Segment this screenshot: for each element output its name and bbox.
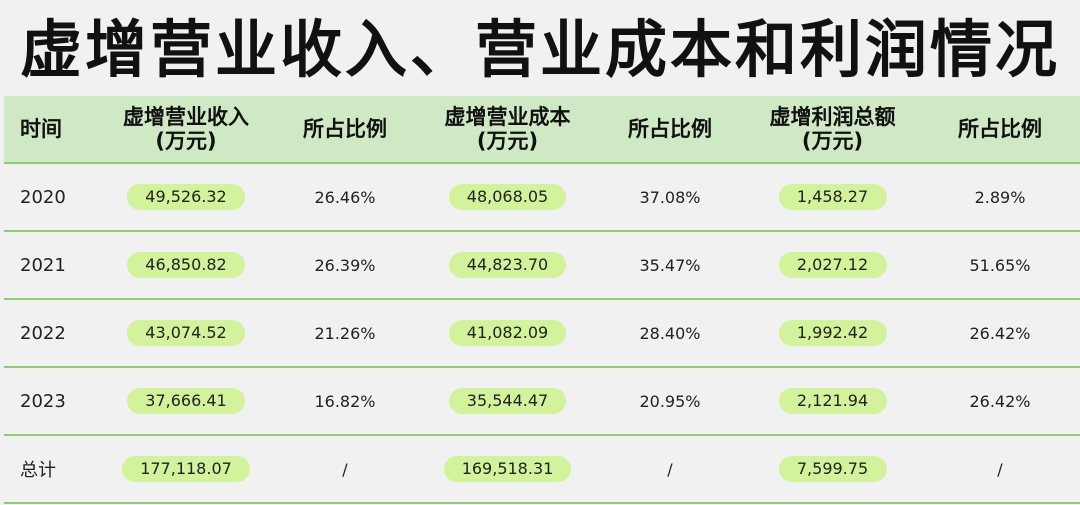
cost-value: 169,518.31 (443, 456, 572, 482)
table-row: 2022 43,074.52 21.26% 41,082.09 28.40% 1… (4, 298, 1080, 366)
cost-value: 41,082.09 (448, 320, 567, 346)
profit-value: 1,458.27 (778, 184, 887, 210)
revenue-ratio-value: 21.26% (314, 323, 376, 343)
row-year: 2023 (20, 390, 66, 412)
profit-ratio-value: 51.65% (969, 255, 1031, 275)
revenue-ratio-value: 26.39% (314, 255, 376, 275)
header-time: 时间 (20, 117, 62, 141)
cost-ratio-value: 37.08% (639, 187, 701, 207)
data-table: 时间 虚增营业收入 (万元) 所占比例 虚增营业成本 (万元) 所占比例 虚增利… (4, 96, 1080, 504)
revenue-ratio-value: 16.82% (314, 391, 376, 411)
cost-value: 35,544.47 (448, 388, 567, 414)
revenue-value: 37,666.41 (127, 388, 245, 414)
header-cost-ratio: 所占比例 (628, 117, 712, 141)
profit-ratio-value: 2.89% (974, 187, 1026, 207)
profit-value: 2,121.94 (778, 388, 887, 414)
header-revenue-ratio: 所占比例 (303, 117, 387, 141)
profit-ratio-value: / (997, 459, 1003, 479)
revenue-value: 46,850.82 (127, 252, 245, 278)
header-revenue: 虚增营业收入 (万元) (123, 105, 249, 153)
cost-ratio-value: / (667, 459, 673, 479)
revenue-value: 49,526.32 (127, 184, 245, 210)
revenue-ratio-value: / (342, 459, 348, 479)
profit-ratio-value: 26.42% (969, 323, 1031, 343)
header-cost: 虚增营业成本 (万元) (444, 105, 571, 153)
cost-ratio-value: 35.47% (639, 255, 701, 275)
table-header: 时间 虚增营业收入 (万元) 所占比例 虚增营业成本 (万元) 所占比例 虚增利… (4, 96, 1080, 162)
cost-ratio-value: 28.40% (639, 323, 701, 343)
profit-value: 2,027.12 (778, 252, 887, 278)
profit-value: 1,992.42 (778, 320, 887, 346)
header-profit: 虚增利润总额 (万元) (769, 105, 896, 153)
row-year: 2020 (20, 186, 66, 208)
profit-value: 7,599.75 (778, 456, 887, 482)
cost-ratio-value: 20.95% (639, 391, 701, 411)
table-row: 2023 37,666.41 16.82% 35,544.47 20.95% 2… (4, 366, 1080, 434)
cost-value: 48,068.05 (448, 184, 567, 210)
page-title: 虚增营业收入、营业成本和利润情况 (19, 13, 1060, 86)
table-row: 2021 46,850.82 26.39% 44,823.70 35.47% 2… (4, 230, 1080, 298)
table-row: 2020 49,526.32 26.46% 48,068.05 37.08% 1… (4, 162, 1080, 230)
table-row-total: 总计 177,118.07 / 169,518.31 / 7,599.75 / (4, 434, 1080, 504)
row-year: 2022 (20, 322, 66, 344)
revenue-ratio-value: 26.46% (314, 187, 376, 207)
revenue-value: 177,118.07 (122, 456, 250, 482)
header-profit-ratio: 所占比例 (958, 117, 1042, 141)
row-year: 总计 (20, 460, 56, 481)
profit-ratio-value: 26.42% (969, 391, 1031, 411)
row-year: 2021 (20, 254, 66, 276)
revenue-value: 43,074.52 (127, 320, 245, 346)
cost-value: 44,823.70 (448, 252, 567, 278)
